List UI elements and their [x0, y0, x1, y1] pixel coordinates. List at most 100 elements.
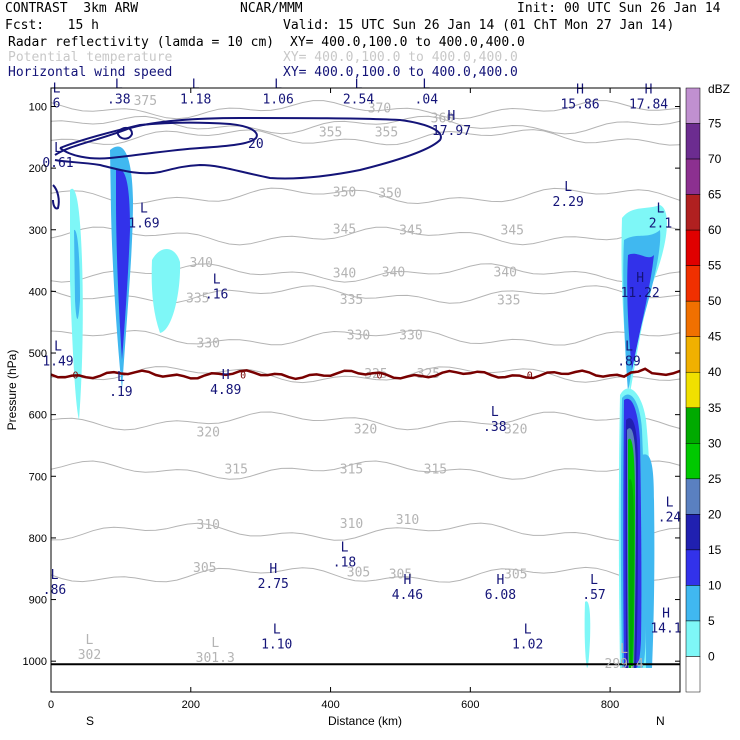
theta-contour-label: 335: [186, 291, 209, 306]
extremum-value: 2.29: [553, 195, 584, 210]
colorbar-tick-label: 65: [708, 188, 722, 202]
colorbar-tick-label: 30: [708, 436, 722, 450]
extremum-marker: H: [636, 271, 644, 286]
wind-contour-label: 20: [248, 137, 264, 152]
reflectivity-cell-south-sliver: [584, 601, 591, 668]
theta-contour-label: 305: [389, 567, 412, 582]
extremum-value: .57: [582, 588, 605, 603]
extremum-value: 302: [78, 648, 101, 663]
theta-contour-label: 355: [375, 125, 398, 140]
extremum-value: 1.02: [512, 637, 543, 652]
theta-contour: [51, 460, 680, 480]
extremum-value: 1.06: [262, 93, 293, 108]
extremum-marker: H: [576, 83, 584, 98]
extremum-marker: L: [213, 272, 221, 287]
theta-contour: [51, 522, 680, 541]
theta-contour: [51, 115, 680, 135]
colorbar-tick-label: 60: [708, 223, 722, 237]
reflectivity-shading: [70, 146, 667, 668]
wind-speed-contours: 20: [52, 116, 442, 210]
theta-contour-label: 320: [354, 423, 377, 438]
extremum-marker: H: [269, 562, 277, 577]
theta-contour-label: 310: [197, 518, 220, 533]
x-tick-label: 600: [461, 699, 479, 711]
extremum-value: 2.1: [649, 217, 672, 232]
colorbar-swatch: [685, 336, 701, 373]
extremum-marker: H: [496, 573, 504, 588]
extremum-marker: L: [620, 642, 628, 657]
theta-contour: [51, 329, 680, 346]
theta-contour-label: 315: [340, 463, 363, 478]
wind-contour-west-low: [52, 184, 60, 210]
extremum-marker: L: [274, 78, 282, 93]
dbz-colorbar: dBZ 0 5 10 15 20 25 30 35 40 45 50 55 60 65 70 75: [685, 82, 730, 693]
theta-contour-label: 310: [340, 517, 363, 532]
extremum-value: 301.3: [196, 651, 235, 666]
reflectivity-cell-left-b-core: [116, 169, 130, 360]
extremum-value: 299.4: [605, 657, 644, 672]
y-tick-label: 800: [29, 533, 47, 545]
theta-contour: [51, 226, 680, 246]
extremum-marker: L: [355, 78, 363, 93]
extremum-marker: L: [657, 202, 665, 217]
colorbar-swatch: [685, 443, 701, 480]
extremum-value: .38: [483, 420, 506, 435]
x-tick-label: 400: [321, 699, 339, 711]
y-tick-label: 1000: [23, 656, 47, 668]
theta-contour-label: 305: [193, 561, 216, 576]
zero-isotherm-label: 0: [72, 371, 78, 382]
theta-contour-label: 305: [504, 567, 527, 582]
theta-contour-label: 325: [417, 367, 440, 382]
potential-temperature-contours: 375 370 360 355 355 350 350 345 345 345 340 340 340 3…: [51, 94, 680, 583]
colorbar-tick-label: 50: [708, 294, 722, 308]
extremum-value: .89: [617, 355, 640, 370]
theta-contour-label: 340: [382, 265, 405, 280]
colorbar-tick-label: 35: [708, 401, 722, 415]
extremum-value: 4.46: [392, 588, 423, 603]
theta-contour-label: 330: [347, 328, 370, 343]
extremum-marker: H: [222, 368, 230, 383]
reflectivity-cell-north-upper-c: [627, 253, 654, 370]
extremum-marker: H: [448, 109, 456, 124]
y-tick-label: 600: [29, 410, 47, 422]
theta-contour-label: 320: [504, 423, 527, 438]
y-tick-label: 700: [29, 471, 47, 483]
y-tick-label: 500: [29, 348, 47, 360]
extremum-marker: H: [662, 606, 670, 621]
colorbar-swatch: [685, 194, 701, 231]
theta-contour: [51, 285, 680, 304]
extremum-value: 17.84: [629, 98, 668, 113]
theta-contour-label: 325: [364, 367, 387, 382]
theta-contour-label: 330: [399, 328, 422, 343]
colorbar-tick-label: 10: [708, 578, 722, 592]
extremum-value: 6.08: [485, 588, 516, 603]
extremum-marker: L: [341, 540, 349, 555]
extremum-marker: L: [117, 370, 125, 385]
y-tick-label: 400: [29, 286, 47, 298]
theta-contour-label: 340: [190, 256, 213, 271]
theta-contour-label: 340: [494, 265, 517, 280]
extremum-marker: L: [192, 78, 200, 93]
colorbar-tick-label: 5: [708, 614, 715, 628]
extremum-value: 1.49: [42, 355, 73, 370]
extremum-marker: L: [51, 568, 59, 583]
theta-contour-label: 360: [431, 111, 454, 126]
colorbar-tick-label: 20: [708, 507, 722, 521]
extremum-marker: L: [53, 81, 61, 96]
extremum-marker: H: [404, 573, 412, 588]
colorbar-swatch: [685, 265, 701, 302]
extremum-marker: L: [524, 622, 532, 637]
field-theta-xy: XY= 400.0,100.0 to 400.0,400.0: [283, 50, 518, 65]
extremum-value: .86: [43, 583, 66, 598]
extremum-value: 15.86: [560, 98, 599, 113]
center-label: NCAR/MMM: [240, 1, 303, 16]
colorbar-tick-label: 70: [708, 152, 722, 166]
north-label: N: [656, 714, 665, 728]
y-tick-label: 900: [29, 595, 47, 607]
reflectivity-cell-north-east-edge: [642, 454, 655, 668]
extremum-value: 1.10: [261, 637, 292, 652]
theta-contour: [51, 129, 680, 146]
theta-contour: [51, 566, 680, 583]
extremum-marker: L: [273, 622, 281, 637]
zero-isotherm-label: 0: [376, 371, 382, 382]
